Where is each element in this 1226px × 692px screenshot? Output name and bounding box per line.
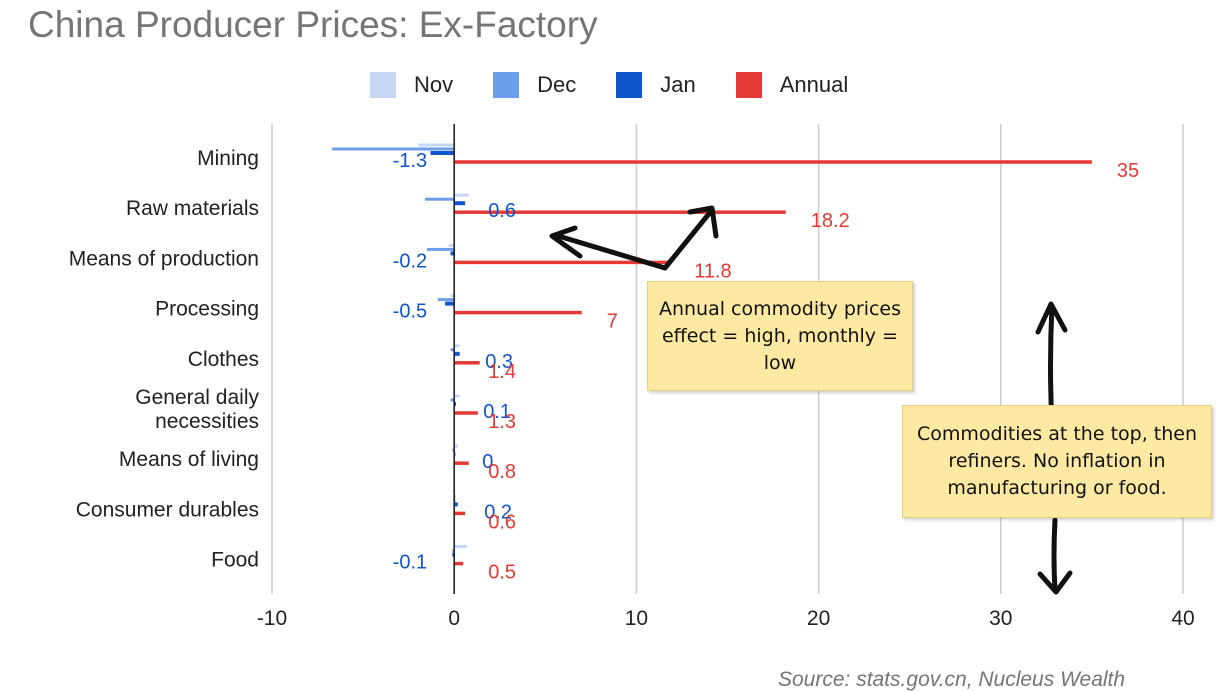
data-label-jan: 0.6 [488,200,516,222]
bar-dec [452,448,455,452]
data-label-annual: 11.8 [694,260,731,282]
legend-swatch-jan [616,72,643,98]
legend-label-dec: Dec [537,72,577,97]
data-label-jan: -0.2 [393,250,427,272]
data-label-jan: 0.2 [484,501,512,523]
data-label-annual: 7 [607,311,618,333]
bar-dec [425,197,455,201]
legend-swatch-dec [493,72,520,98]
bar-jan [450,251,455,256]
legend-swatch-nov [370,72,396,98]
x-tick-label: 40 [1171,607,1194,630]
bar-nov [454,193,469,197]
category-label: General daily [135,386,259,409]
bar-dec [437,298,455,302]
legend-label-jan: Jan [660,72,696,97]
legend-item-jan: Jan [616,72,696,98]
legend-item-nov: Nov [370,72,453,98]
bar-annual [454,411,478,415]
bar-dec [332,147,455,151]
arrow-left-icon [549,225,668,271]
x-tick-label: -10 [257,607,287,630]
bar-annual [454,461,469,465]
annotation-note-commodity: Annual commodity prices effect = high, m… [647,281,913,391]
bar-annual [454,160,1092,164]
category-label: Means of living [119,448,259,471]
chart-title: China Producer Prices: Ex-Factory [28,4,598,45]
source-text: Source: stats.gov.cn, Nucleus Wealth [778,668,1126,691]
category-label: Food [211,549,259,572]
data-label-jan: -0.5 [393,301,427,323]
bar-dec [452,549,455,553]
x-tick-label: 30 [989,607,1012,630]
data-label-jan: 0.1 [483,401,511,423]
bar-annual [454,561,464,566]
category-label: Means of production [69,247,259,270]
bar-jan [430,151,455,155]
bar-jan [454,402,457,406]
x-tick-label: 0 [448,607,460,630]
bar-annual [454,210,786,214]
bar-annual [454,260,670,265]
bar-jan [454,351,460,356]
legend-label-annual: Annual [779,72,849,97]
bar-jan [445,301,455,306]
bar-annual [454,361,480,365]
bar-annual [454,511,466,516]
bar-jan [452,552,455,557]
arrow-down-icon [1037,517,1073,595]
legend: Nov Dec Jan Annual [370,72,848,98]
category-label: Consumer durables [76,498,259,521]
bar-jan [454,502,458,507]
bar-nov [450,294,455,298]
data-label-jan: -0.1 [393,552,427,574]
category-label: Processing [155,298,259,321]
legend-item-annual: Annual [735,72,849,98]
category-label: necessities [155,410,259,433]
data-label-jan: 0.3 [485,351,513,373]
bar-dec [450,348,455,352]
x-tick-label: 20 [807,607,830,630]
category-label: Clothes [188,348,259,371]
category-label: Mining [197,147,259,170]
data-label-annual: 0.8 [488,461,516,483]
bar-nov [448,243,455,247]
data-label-jan: 0 [482,451,493,473]
data-label-annual: 18.2 [811,210,850,232]
category-label: Raw materials [126,197,259,220]
data-label-annual: 1.4 [488,361,516,383]
bar-nov [454,444,458,448]
bar-nov [454,394,460,398]
data-label-annual: 1.3 [488,411,516,433]
legend-swatch-annual [735,72,762,98]
bar-dec [450,398,455,402]
data-label-jan: -1.3 [393,150,427,172]
data-label-annual: 35 [1117,160,1139,182]
bar-nov [454,344,460,348]
bar-annual [454,310,582,315]
arrow-up-right-icon [662,205,719,271]
legend-label-nov: Nov [414,72,454,97]
legend-item-dec: Dec [493,72,576,98]
bar-dec [426,247,455,251]
bar-nov [454,494,457,498]
annotation-note-summary: Commodities at the top, then refiners. N… [902,405,1212,518]
bar-nov [417,143,455,147]
bar-jan [454,201,466,206]
data-label-annual: 0.5 [488,562,516,584]
x-tick-label: 10 [625,607,648,630]
bar-nov [454,545,467,549]
data-label-annual: 0.6 [488,511,516,533]
